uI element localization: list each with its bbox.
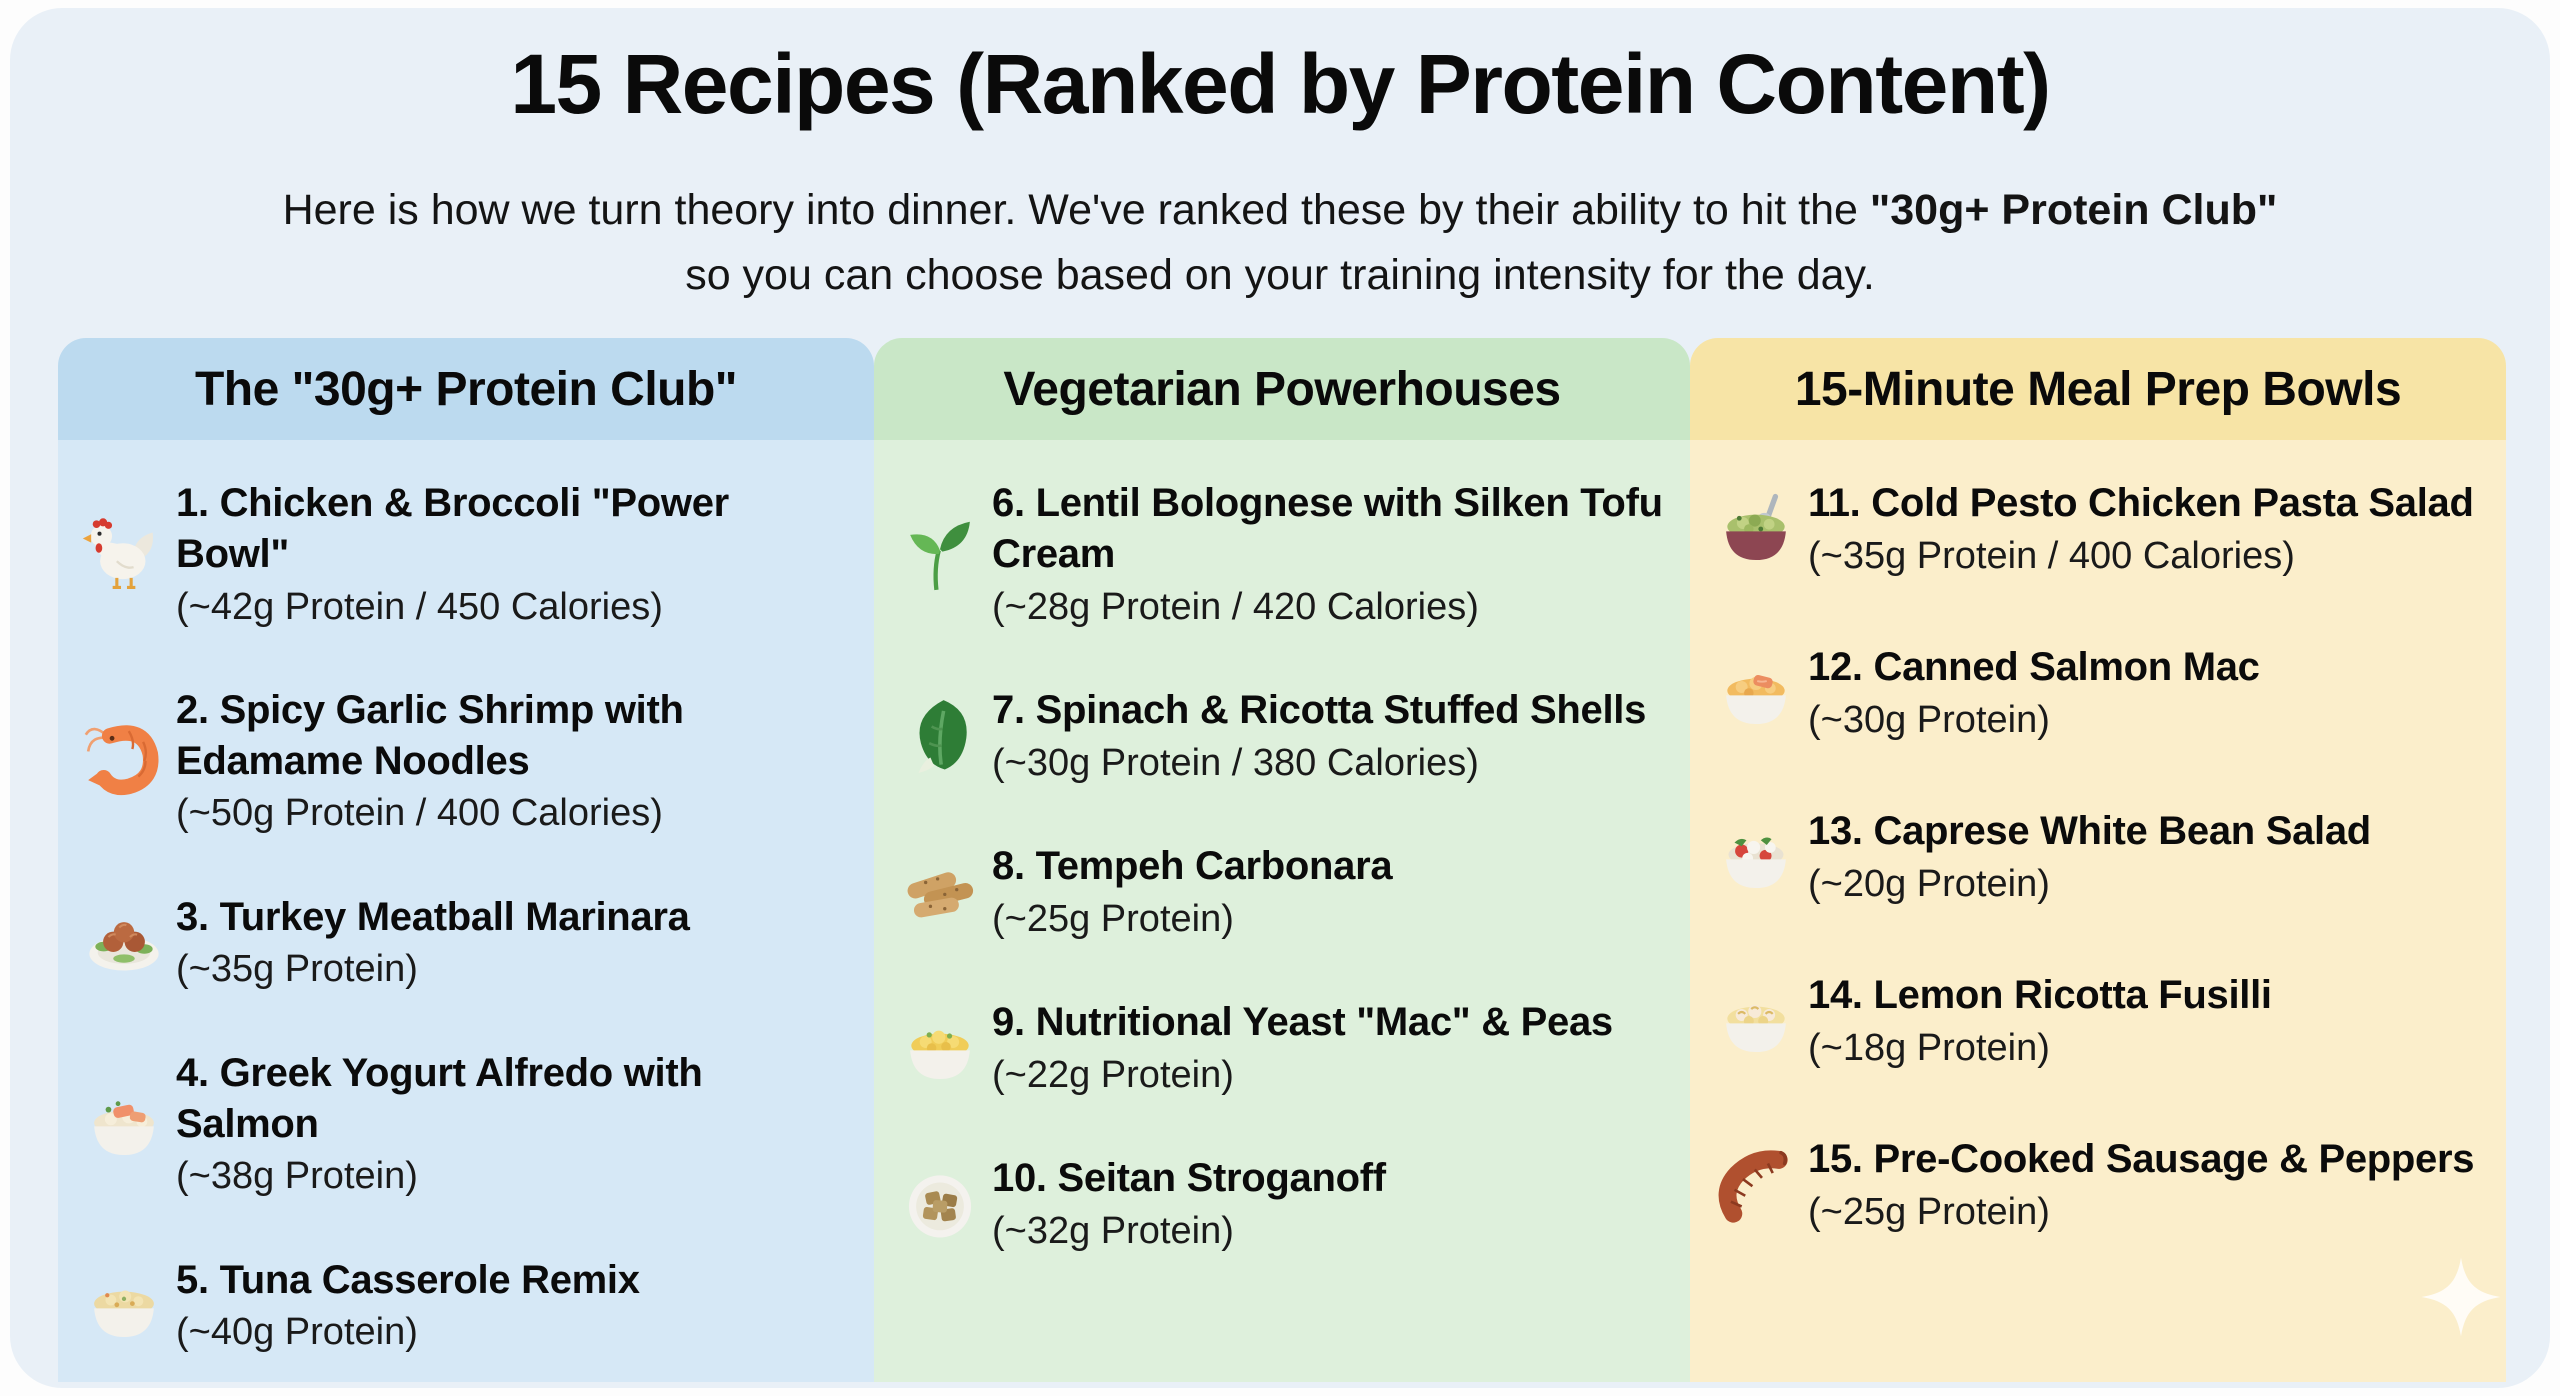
column-protein-club: The "30g+ Protein Club" 1. Chicken & Bro… — [58, 338, 874, 1382]
recipe-text: 1. Chicken & Broccoli "Power Bowl" (~42g… — [176, 478, 850, 631]
column-header-label: 15-Minute Meal Prep Bowls — [1794, 362, 2402, 416]
recipe-stats: (~35g Protein / 400 Calories) — [1808, 534, 2295, 577]
shrimp-icon — [72, 718, 176, 804]
recipe-item: 11. Cold Pesto Chicken Pasta Salad (~35g… — [1704, 478, 2482, 580]
chicken-icon — [72, 511, 176, 597]
recipe-title: 8. Tempeh Carbonara — [992, 843, 1393, 888]
recipe-title: 12. Canned Salmon Mac — [1808, 645, 2260, 690]
recipe-stats: (~22g Protein) — [992, 1053, 1234, 1096]
recipe-stats: (~25g Protein) — [992, 897, 1234, 940]
recipe-text: 13. Caprese White Bean Salad (~20g Prote… — [1808, 806, 2482, 908]
page-subtitle: Here is how we turn theory into dinner. … — [10, 178, 2550, 307]
recipe-title: 2. Spicy Garlic Shrimp with Edamame Nood… — [176, 687, 684, 783]
recipe-stats: (~30g Protein / 380 Calories) — [992, 741, 1479, 784]
column-header-label: Vegetarian Powerhouses — [1003, 362, 1561, 416]
meatballs-plate-icon — [72, 900, 176, 986]
recipe-title: 4. Greek Yogurt Alfredo with Salmon — [176, 1050, 703, 1146]
recipe-text: 14. Lemon Ricotta Fusilli (~18g Protein) — [1808, 970, 2482, 1072]
leafy-green-icon — [888, 693, 992, 779]
columns: The "30g+ Protein Club" 1. Chicken & Bro… — [58, 338, 2506, 1382]
recipe-title: 9. Nutritional Yeast "Mac" & Peas — [992, 999, 1613, 1044]
column-header-label: The "30g+ Protein Club" — [194, 362, 738, 416]
recipe-title: 10. Seitan Stroganoff — [992, 1155, 1386, 1200]
column-header: 15-Minute Meal Prep Bowls — [1690, 338, 2506, 440]
column-body: 6. Lentil Bolognese with Silken Tofu Cre… — [874, 440, 1690, 1382]
fusilli-bowl-icon — [1704, 978, 1808, 1064]
recipe-stats: (~20g Protein) — [1808, 862, 2050, 905]
recipe-item: 9. Nutritional Yeast "Mac" & Peas (~22g … — [888, 997, 1666, 1099]
recipe-text: 8. Tempeh Carbonara (~25g Protein) — [992, 841, 1666, 943]
recipe-title: 6. Lentil Bolognese with Silken Tofu Cre… — [992, 481, 1663, 576]
column-body: 11. Cold Pesto Chicken Pasta Salad (~35g… — [1690, 440, 2506, 1382]
recipe-stats: (~38g Protein) — [176, 1155, 418, 1198]
recipe-text: 4. Greek Yogurt Alfredo with Salmon (~38… — [176, 1048, 850, 1201]
subtitle-line2: so you can choose based on your training… — [685, 250, 1875, 299]
recipe-stats: (~25g Protein) — [1808, 1190, 2050, 1233]
recipe-item: 2. Spicy Garlic Shrimp with Edamame Nood… — [72, 685, 850, 838]
column-body: 1. Chicken & Broccoli "Power Bowl" (~42g… — [58, 440, 874, 1382]
recipe-stats: (~40g Protein) — [176, 1311, 418, 1354]
column-header: The "30g+ Protein Club" — [58, 338, 874, 440]
recipe-item: 12. Canned Salmon Mac (~30g Protein) — [1704, 642, 2482, 744]
salmon-alfredo-bowl-icon — [72, 1081, 176, 1167]
recipe-item: 7. Spinach & Ricotta Stuffed Shells (~30… — [888, 685, 1666, 787]
recipe-text: 12. Canned Salmon Mac (~30g Protein) — [1808, 642, 2482, 744]
recipe-item: 13. Caprese White Bean Salad (~20g Prote… — [1704, 806, 2482, 908]
recipe-item: 5. Tuna Casserole Remix (~40g Protein) — [72, 1255, 850, 1357]
recipe-text: 3. Turkey Meatball Marinara (~35g Protei… — [176, 892, 850, 994]
column-meal-prep-bowls: 15-Minute Meal Prep Bowls 11. Cold Pesto… — [1690, 338, 2506, 1382]
infographic-canvas: 15 Recipes (Ranked by Protein Content) H… — [10, 8, 2550, 1388]
recipe-title: 7. Spinach & Ricotta Stuffed Shells — [992, 687, 1647, 732]
recipe-text: 7. Spinach & Ricotta Stuffed Shells (~30… — [992, 685, 1666, 787]
recipe-text: 9. Nutritional Yeast "Mac" & Peas (~22g … — [992, 997, 1666, 1099]
recipe-item: 4. Greek Yogurt Alfredo with Salmon (~38… — [72, 1048, 850, 1201]
seedling-icon — [888, 511, 992, 597]
recipe-stats: (~18g Protein) — [1808, 1026, 2050, 1069]
recipe-stats: (~28g Protein / 420 Calories) — [992, 585, 1479, 628]
recipe-text: 11. Cold Pesto Chicken Pasta Salad (~35g… — [1808, 478, 2482, 580]
recipe-title: 15. Pre-Cooked Sausage & Peppers — [1808, 1137, 2475, 1182]
recipe-stats: (~42g Protein / 450 Calories) — [176, 585, 663, 628]
mac-peas-bowl-icon — [888, 1005, 992, 1091]
recipe-text: 15. Pre-Cooked Sausage & Peppers (~25g P… — [1808, 1134, 2482, 1236]
pesto-pasta-bowl-icon — [1704, 486, 1808, 572]
recipe-title: 5. Tuna Casserole Remix — [176, 1257, 640, 1302]
recipe-title: 14. Lemon Ricotta Fusilli — [1808, 973, 2272, 1018]
caprese-bowl-icon — [1704, 814, 1808, 900]
column-vegetarian-powerhouses: Vegetarian Powerhouses 6. Lentil Bologne… — [874, 338, 1690, 1382]
recipe-item: 10. Seitan Stroganoff (~32g Protein) — [888, 1153, 1666, 1255]
recipe-item: 3. Turkey Meatball Marinara (~35g Protei… — [72, 892, 850, 994]
column-header: Vegetarian Powerhouses — [874, 338, 1690, 440]
recipe-title: 13. Caprese White Bean Salad — [1808, 809, 2371, 854]
subtitle-highlight: "30g+ Protein Club" — [1869, 186, 2278, 234]
recipe-stats: (~50g Protein / 400 Calories) — [176, 792, 663, 835]
recipe-text: 10. Seitan Stroganoff (~32g Protein) — [992, 1153, 1666, 1255]
recipe-item: 1. Chicken & Broccoli "Power Bowl" (~42g… — [72, 478, 850, 631]
seitan-plate-icon — [888, 1161, 992, 1247]
recipe-stats: (~35g Protein) — [176, 948, 418, 991]
recipe-title: 11. Cold Pesto Chicken Pasta Salad — [1808, 481, 2474, 525]
recipe-stats: (~32g Protein) — [992, 1209, 1234, 1252]
tempeh-icon — [888, 849, 992, 935]
sausage-icon — [1704, 1142, 1808, 1228]
recipe-item: 15. Pre-Cooked Sausage & Peppers (~25g P… — [1704, 1134, 2482, 1236]
tuna-casserole-bowl-icon — [72, 1263, 176, 1349]
recipe-text: 2. Spicy Garlic Shrimp with Edamame Nood… — [176, 685, 850, 838]
recipe-text: 5. Tuna Casserole Remix (~40g Protein) — [176, 1255, 850, 1357]
recipe-title: 3. Turkey Meatball Marinara — [176, 894, 690, 939]
sparkle-icon — [2418, 1254, 2504, 1340]
page-title: 15 Recipes (Ranked by Protein Content) — [510, 37, 2051, 131]
recipe-text: 6. Lentil Bolognese with Silken Tofu Cre… — [992, 478, 1666, 631]
salmon-mac-bowl-icon — [1704, 650, 1808, 736]
subtitle-text: Here is how we turn theory into dinner. … — [282, 186, 1870, 234]
recipe-title: 1. Chicken & Broccoli "Power Bowl" — [176, 481, 729, 576]
recipe-item: 6. Lentil Bolognese with Silken Tofu Cre… — [888, 478, 1666, 631]
recipe-item: 8. Tempeh Carbonara (~25g Protein) — [888, 841, 1666, 943]
recipe-stats: (~30g Protein) — [1808, 698, 2050, 741]
recipe-item: 14. Lemon Ricotta Fusilli (~18g Protein) — [1704, 970, 2482, 1072]
